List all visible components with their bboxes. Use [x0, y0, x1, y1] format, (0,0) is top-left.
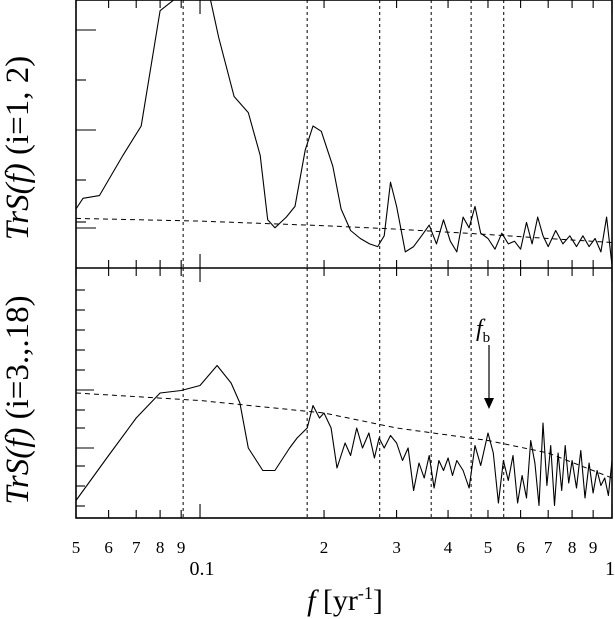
top-y-axis-label: TrS(f) (i=1, 2)	[0, 56, 36, 241]
x-tick-label-13: 9	[589, 538, 598, 557]
bottom-series-spectrum	[75, 364, 613, 507]
x-tick-label-9: 5	[484, 538, 493, 557]
plot-frame	[75, 0, 613, 519]
x-tick-label-5: 0.1	[190, 558, 215, 580]
x-tick-label-10: 6	[516, 538, 525, 557]
top-panel	[75, 0, 613, 268]
x-tick-label-4: 9	[177, 538, 186, 557]
x-tick-label-3: 8	[156, 538, 165, 557]
bottom-y-axis-label: TrS(f) (i=3.,.18)	[0, 295, 36, 504]
fb-arrow-head	[484, 398, 494, 409]
top-series-dashed-trend	[75, 217, 613, 243]
top-series-spectrum	[75, 0, 613, 266]
x-tick-label-2: 7	[132, 538, 141, 557]
x-axis-label: f [yr-1]	[307, 583, 383, 617]
fb-label: fb	[476, 316, 490, 346]
axes: 5 6 7 8 90.12 3 4 5 6 7 8 91	[72, 0, 615, 580]
x-tick-label-11: 7	[544, 538, 553, 557]
x-tick-label-7: 3	[392, 538, 401, 557]
bottom-panel	[75, 268, 613, 518]
fb-annotation: fb	[476, 316, 494, 409]
bottom-series-dashed-trend	[75, 392, 613, 479]
x-tick-label-1: 6	[104, 538, 113, 557]
x-tick-label-12: 8	[568, 538, 577, 557]
x-tick-label-14: 1	[605, 558, 615, 580]
x-tick-label-8: 4	[444, 538, 453, 557]
x-tick-label-0: 5	[72, 538, 81, 557]
x-tick-label-6: 2	[320, 538, 329, 557]
